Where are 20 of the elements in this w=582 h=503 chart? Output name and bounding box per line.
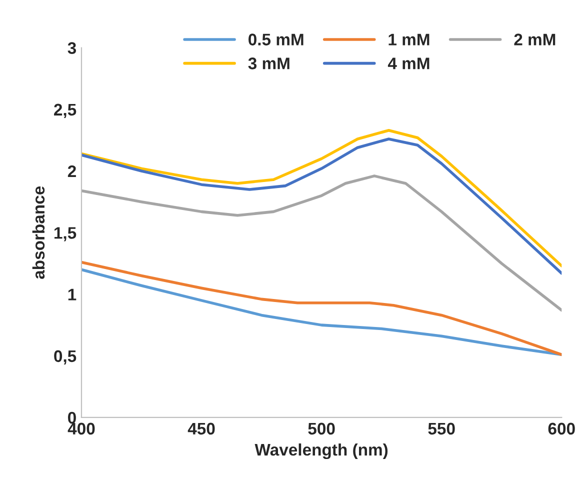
- y-tick-label: 1: [68, 288, 76, 300]
- y-tick-label: 2: [68, 165, 76, 178]
- legend-label: 2 mM: [514, 34, 556, 46]
- y-tick-label: 1,5: [54, 227, 76, 242]
- y-tick-label: 0,5: [54, 350, 76, 364]
- x-tick-label: 450: [188, 422, 215, 435]
- y-tick-label: 2,5: [54, 104, 76, 118]
- x-tick-label: 400: [68, 422, 95, 435]
- y-tick-label: 3: [68, 42, 76, 54]
- y-tick-label: 0: [68, 412, 76, 424]
- x-tick-label: 600: [548, 422, 575, 435]
- x-axis-title: Wavelength (nm): [254, 443, 388, 460]
- legend-label: 3 mM: [248, 58, 290, 70]
- x-tick-label: 550: [428, 422, 455, 435]
- legend-label: 4 mM: [388, 58, 430, 70]
- legend-label: 0.5 mM: [248, 34, 304, 46]
- line-series: [81, 174, 562, 312]
- x-tick-label: 500: [308, 422, 335, 435]
- y-axis-title: absorbance: [32, 186, 45, 279]
- legend-label: 1 mM: [388, 34, 430, 46]
